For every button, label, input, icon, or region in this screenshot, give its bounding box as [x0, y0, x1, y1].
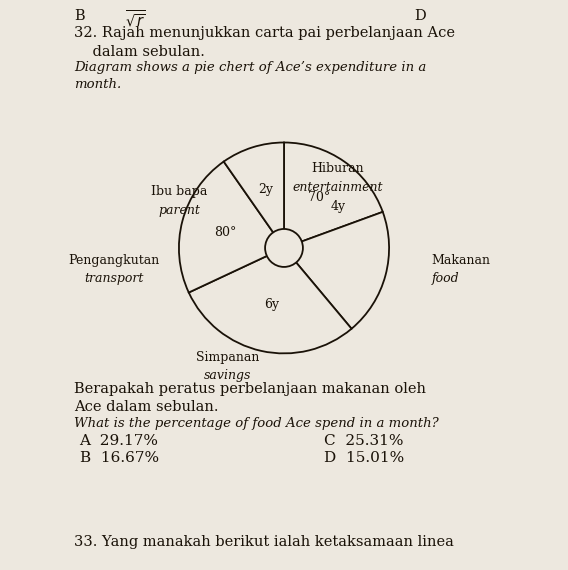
Text: Diagram shows a pie chert of Ace’s expenditure in a: Diagram shows a pie chert of Ace’s expen… — [74, 61, 426, 74]
Text: Ibu bapa: Ibu bapa — [151, 185, 207, 198]
Text: Berapakah peratus perbelanjaan makanan oleh: Berapakah peratus perbelanjaan makanan o… — [74, 382, 426, 396]
Wedge shape — [284, 212, 389, 329]
Text: transport: transport — [84, 272, 143, 286]
Text: Pengangkutan: Pengangkutan — [68, 254, 159, 267]
Text: Makanan: Makanan — [432, 254, 491, 267]
Text: entertainment: entertainment — [293, 181, 383, 194]
Text: Ace dalam sebulan.: Ace dalam sebulan. — [74, 400, 218, 414]
Text: B: B — [74, 9, 85, 23]
Circle shape — [265, 229, 303, 267]
Wedge shape — [284, 142, 383, 248]
Text: D: D — [415, 9, 427, 23]
Wedge shape — [189, 248, 352, 353]
Text: B  16.67%: B 16.67% — [80, 451, 158, 466]
Wedge shape — [179, 161, 284, 292]
Text: parent: parent — [158, 204, 200, 217]
Text: D  15.01%: D 15.01% — [324, 451, 404, 466]
Text: 2y: 2y — [258, 183, 273, 196]
Text: dalam sebulan.: dalam sebulan. — [74, 45, 204, 59]
Text: C  25.31%: C 25.31% — [324, 434, 403, 449]
Text: $\overline{\sqrt{r}}$: $\overline{\sqrt{r}}$ — [125, 9, 146, 30]
Wedge shape — [224, 142, 284, 248]
Text: 6y: 6y — [264, 298, 279, 311]
Text: What is the percentage of food Ace spend in a month?: What is the percentage of food Ace spend… — [74, 417, 438, 430]
Text: month.: month. — [74, 78, 121, 91]
Text: 70°: 70° — [308, 192, 330, 205]
Text: 4y: 4y — [331, 200, 345, 213]
Text: food: food — [432, 272, 460, 286]
Text: savings: savings — [203, 369, 251, 382]
Text: 33. Yang manakah berikut ialah ketaksamaan linea: 33. Yang manakah berikut ialah ketaksama… — [74, 535, 454, 549]
Text: A  29.17%: A 29.17% — [80, 434, 158, 449]
Text: 32. Rajah menunjukkan carta pai perbelanjaan Ace: 32. Rajah menunjukkan carta pai perbelan… — [74, 26, 455, 40]
Text: Simpanan: Simpanan — [195, 351, 259, 364]
Text: Hiburan: Hiburan — [312, 162, 364, 176]
Text: 80°: 80° — [214, 226, 236, 239]
